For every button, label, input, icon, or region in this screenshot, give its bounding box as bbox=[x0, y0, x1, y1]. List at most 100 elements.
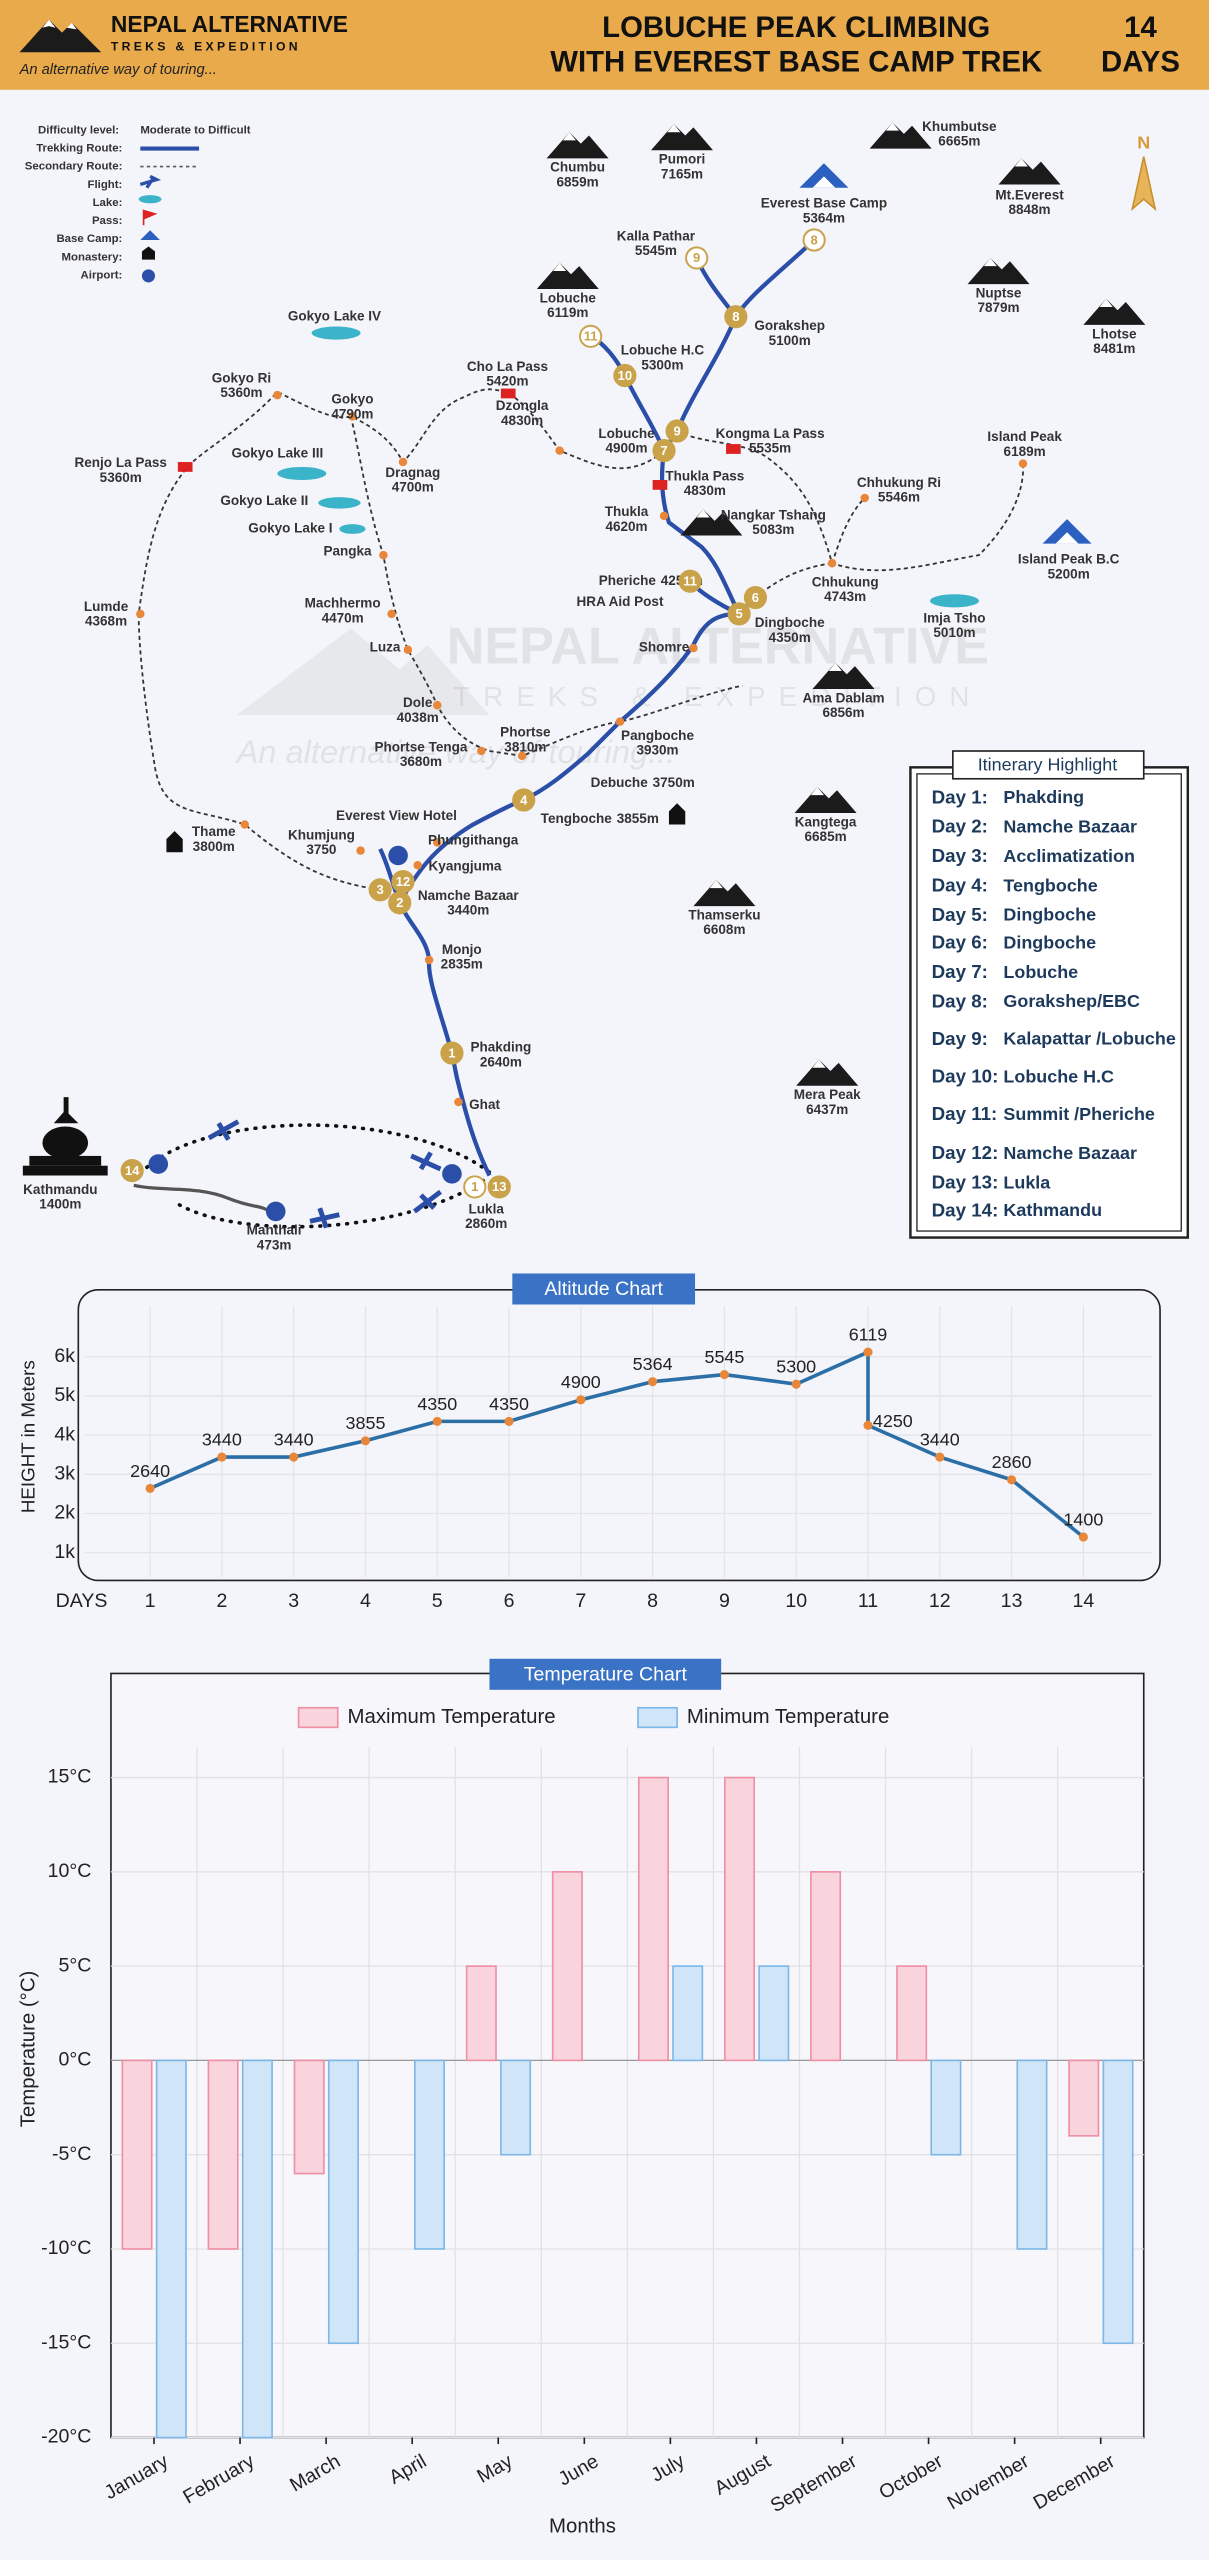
itinerary-day: Day 7: bbox=[932, 961, 988, 982]
day-marker-label: 14 bbox=[125, 1163, 140, 1178]
chart-title: Temperature Chart bbox=[524, 1663, 688, 1685]
place-name: Manthali bbox=[247, 1223, 302, 1238]
place-elevation: 3440m bbox=[447, 903, 489, 918]
day-marker bbox=[652, 439, 676, 463]
peak-snow bbox=[828, 662, 842, 672]
peak-icon bbox=[812, 662, 875, 689]
place-name: Kangtega bbox=[795, 814, 857, 829]
place-dot bbox=[398, 457, 408, 467]
itinerary-day: Day 14: bbox=[932, 1199, 999, 1220]
place-name: Lukla bbox=[469, 1201, 505, 1216]
days-number: 14 bbox=[1124, 11, 1157, 44]
bar bbox=[896, 1965, 928, 2062]
day-marker-label: 8 bbox=[732, 309, 739, 324]
place-elevation: 6119m bbox=[547, 305, 588, 320]
legend-label: Flight: bbox=[88, 179, 123, 191]
place-name: Renjo La Pass bbox=[75, 455, 167, 470]
place-name: Phortse Tenga bbox=[374, 739, 467, 754]
legend-airport bbox=[141, 269, 155, 283]
peak-icon bbox=[796, 1059, 859, 1086]
bar bbox=[465, 1965, 497, 2062]
place-dot bbox=[827, 559, 837, 568]
peak-snow bbox=[562, 132, 576, 141]
place-name: Chhukung Ri bbox=[857, 475, 941, 490]
legend-label: Pass: bbox=[92, 215, 122, 227]
data-label: 2860 bbox=[992, 1452, 1032, 1472]
y-tick-label: -5°C bbox=[52, 2143, 91, 2165]
place-elevation: 6665m bbox=[938, 134, 980, 149]
x-axis-title: DAYS bbox=[56, 1590, 108, 1612]
data-label: 3855 bbox=[346, 1413, 386, 1433]
x-axis-title: Months bbox=[549, 2516, 616, 2538]
place-elevation: 6437m bbox=[806, 1102, 848, 1117]
y-tick-label: -10°C bbox=[41, 2237, 91, 2259]
x-tick-label: 8 bbox=[647, 1590, 658, 1612]
days-text: DAYS bbox=[1101, 45, 1180, 78]
x-tick-label: 6 bbox=[504, 1590, 515, 1612]
place-name: Nuptse bbox=[976, 285, 1022, 300]
legend-lake bbox=[138, 195, 162, 204]
itinerary-place: Summit /Pheriche bbox=[1003, 1104, 1154, 1124]
place-elevation: 3930m bbox=[636, 743, 678, 758]
y-tick-label: 0°C bbox=[59, 2049, 92, 2071]
place-elevation: 6859m bbox=[557, 174, 599, 189]
day-marker bbox=[802, 228, 826, 252]
airport bbox=[148, 1154, 169, 1174]
data-label: 4350 bbox=[417, 1394, 457, 1414]
place-elevation: 5010m bbox=[933, 625, 975, 640]
place-dot bbox=[433, 838, 442, 847]
data-label: 6119 bbox=[849, 1324, 888, 1344]
place-name: Pangboche bbox=[621, 728, 694, 743]
place-name: Gokyo bbox=[331, 392, 373, 407]
x-tick-label: 5 bbox=[432, 1590, 443, 1612]
altitude-point bbox=[217, 1452, 227, 1462]
place-name: Phortse bbox=[500, 725, 551, 740]
place-name: Tengboche bbox=[541, 811, 613, 826]
day-marker bbox=[613, 363, 637, 388]
place-dot bbox=[433, 701, 442, 710]
itinerary-place: Kathmandu bbox=[1003, 1200, 1102, 1220]
place-name: Dragnag bbox=[385, 465, 440, 480]
itinerary-place: Namche Bazaar bbox=[1003, 816, 1137, 836]
place-name: Khumbutse bbox=[922, 119, 997, 134]
place-name: Lobuche bbox=[598, 426, 655, 441]
peak-icon bbox=[693, 880, 756, 907]
place-elevation: 5360m bbox=[220, 385, 262, 400]
peak-snow bbox=[553, 262, 567, 272]
pass-flag bbox=[652, 480, 668, 490]
day-marker-label: 12 bbox=[396, 874, 411, 889]
airport bbox=[442, 1164, 462, 1184]
day-marker-label: 8 bbox=[811, 232, 818, 247]
place-elevation: 5364m bbox=[803, 210, 845, 225]
x-tick-label: 9 bbox=[719, 1590, 730, 1612]
place-elevation: 6856m bbox=[822, 705, 864, 720]
y-tick-label: 5k bbox=[54, 1384, 75, 1406]
place-name: Thame bbox=[192, 824, 236, 839]
place-elevation: 4368m bbox=[85, 614, 127, 629]
road bbox=[133, 1183, 271, 1213]
place-elevation: 3800m bbox=[193, 839, 235, 854]
place-elevation: 2835m bbox=[441, 956, 483, 971]
place-name: Monjo bbox=[442, 942, 482, 957]
place-name: Phungithanga bbox=[428, 832, 519, 847]
day-marker bbox=[579, 324, 603, 348]
itinerary-title-box bbox=[952, 750, 1145, 780]
itinerary-day: Day 4: bbox=[932, 874, 988, 895]
peak-icon bbox=[794, 786, 857, 814]
place-elevation: 6189m bbox=[1004, 444, 1046, 459]
plane bbox=[410, 1151, 442, 1172]
peak-snow bbox=[983, 257, 997, 267]
y-tick-label: -20°C bbox=[41, 2426, 91, 2448]
place-dot bbox=[689, 643, 698, 653]
legend-label: Base Camp: bbox=[56, 233, 122, 245]
x-tick-label: 12 bbox=[929, 1590, 951, 1612]
place-elevation: 2860m bbox=[465, 1216, 507, 1231]
altitude-point bbox=[935, 1452, 945, 1462]
airport bbox=[265, 1201, 286, 1222]
bar bbox=[1016, 2059, 1048, 2250]
place-name: Ama Dablam bbox=[803, 690, 885, 705]
pass-flag bbox=[726, 444, 741, 454]
place-elevation: 4620m bbox=[605, 519, 647, 534]
place-elevation: 5200m bbox=[1048, 566, 1090, 581]
